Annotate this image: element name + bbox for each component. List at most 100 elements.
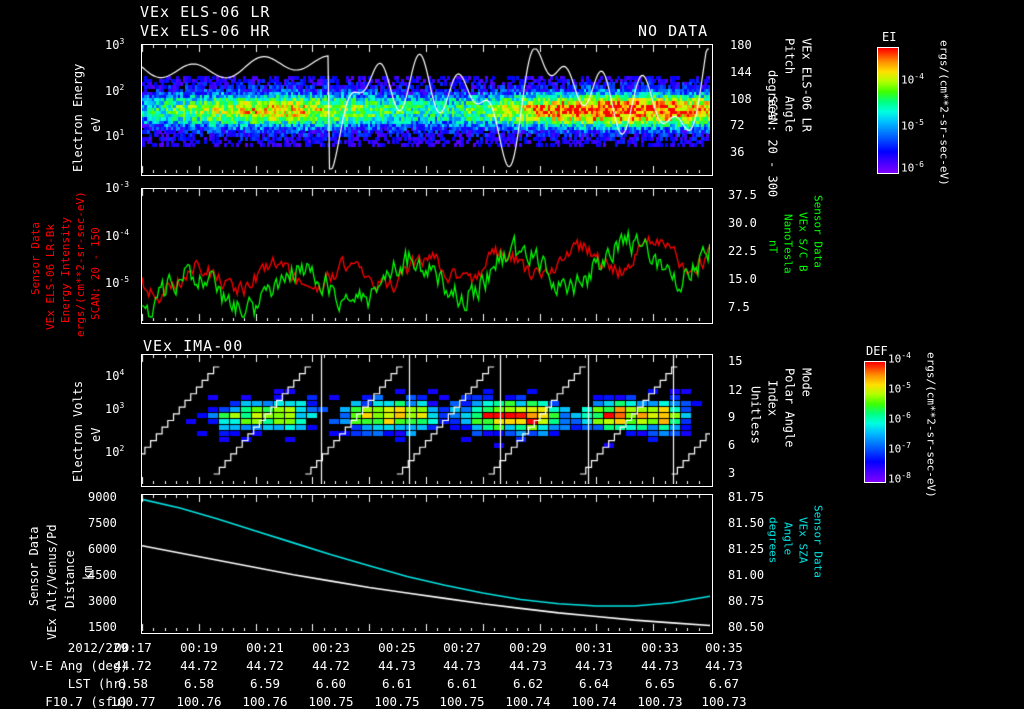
table-cell: 44.73 <box>509 658 547 673</box>
table-cell: 100.73 <box>637 694 683 709</box>
panel3-left-axis-unit: eV <box>89 427 103 442</box>
colorbar1-tick-2: 10-6 <box>901 160 924 175</box>
electron-energy-spectrogram <box>142 45 710 173</box>
panel3-left-axis-label: Electron Volts <box>71 380 85 482</box>
table-cell: 6.60 <box>315 676 347 691</box>
table-cell: 6.64 <box>578 676 610 691</box>
panel2-right-tick-0: 37.5 <box>728 188 757 202</box>
table-cell: 00:25 <box>378 640 416 655</box>
table-cell: 44.73 <box>378 658 416 673</box>
panel1-left-tick-2: 101 <box>105 128 125 143</box>
table-cell: 44.72 <box>312 658 350 673</box>
panel2-right-tick-2: 22.5 <box>728 244 757 258</box>
panel1-nodata-label: NO DATA <box>638 22 709 40</box>
colorbar2-title: DEF <box>866 344 888 358</box>
table-cell: 00:31 <box>575 640 613 655</box>
table-cell: 100.73 <box>701 694 747 709</box>
panel3-right-tick-2: 9 <box>728 410 736 424</box>
table-cell: 44.73 <box>575 658 613 673</box>
panel1-right-label-5: SCAN: 20 - 300 <box>765 96 780 198</box>
table-cell: 100.75 <box>439 694 485 709</box>
panel4-right-tick-3: 81.00 <box>728 568 765 582</box>
panel4-right-label-4: degrees <box>766 517 780 564</box>
table-cell: 6.61 <box>381 676 413 691</box>
panel2-left-tick-2: 10-5 <box>105 275 130 290</box>
colorbar2-tick-4: 10-8 <box>888 471 911 486</box>
panel3-right-tick-0: 15 <box>728 354 743 368</box>
panel3-title: VEx IMA-00 <box>143 337 244 355</box>
panel1-left-axis-label: Electron Energy <box>71 63 85 172</box>
panel1-left-tick-1: 102 <box>105 83 125 98</box>
panel2-right-label-1: Sensor Data <box>811 195 825 268</box>
panel2-left-label-4: ergs/(cm**2-sr-sec-eV) <box>74 191 87 337</box>
panel4-right-tick-4: 80.75 <box>728 594 765 608</box>
panel1-plot-area[interactable] <box>141 44 713 176</box>
panel4-left-tick-3: 4500 <box>88 568 117 582</box>
panel4-left-label-3: Distance <box>63 550 77 608</box>
table-cell: 100.75 <box>374 694 420 709</box>
panel2-left-label-2: VEx ELS-06 LR-Bk <box>44 224 57 330</box>
panel2-left-label-1: Sensor Data <box>29 222 42 295</box>
panel1-right-tick-1: 144 <box>730 65 752 79</box>
panel3-left-tick-0: 104 <box>105 368 125 383</box>
table-cell: 00:33 <box>641 640 679 655</box>
panel4-right-label-2: VEx SZA <box>796 517 810 564</box>
table-cell: 6.58 <box>117 676 149 691</box>
panel3-plot-area[interactable] <box>141 354 713 487</box>
table-cell: 00:19 <box>180 640 218 655</box>
table-cell: 6.62 <box>512 676 544 691</box>
panel2-plot-area[interactable] <box>141 188 713 324</box>
table-cell: 00:21 <box>246 640 284 655</box>
colorbar2-tick-1: 10-5 <box>888 381 911 396</box>
table-cell: 00:27 <box>443 640 481 655</box>
panel1-right-tick-0: 180 <box>730 38 752 52</box>
table-cell: 00:29 <box>509 640 547 655</box>
panel2-right-tick-4: 7.5 <box>728 300 750 314</box>
panel3-left-tick-2: 102 <box>105 444 125 459</box>
table-cell: 100.76 <box>242 694 288 709</box>
colorbar1-tick-1: 10-5 <box>901 118 924 133</box>
panel3-right-label-1: Mode <box>799 368 814 397</box>
panel1-title-hr: VEx ELS-06 HR <box>140 22 271 40</box>
table-cell: 44.72 <box>246 658 284 673</box>
panel3-right-tick-3: 6 <box>728 438 736 452</box>
table-row-label-2: LST (hr) <box>67 676 128 691</box>
table-cell: 00:17 <box>114 640 152 655</box>
table-row-label-3: F10.7 (sfu) <box>45 694 128 709</box>
table-cell: 100.76 <box>176 694 222 709</box>
panel4-right-tick-1: 81.50 <box>728 516 765 530</box>
panel1-title-lr: VEx ELS-06 LR <box>140 3 271 21</box>
ion-spectrogram <box>142 355 710 484</box>
table-cell: 44.73 <box>641 658 679 673</box>
panel3-right-label-2: Polar Angle <box>782 368 797 448</box>
panel4-right-tick-0: 81.75 <box>728 490 765 504</box>
colorbar1-title: EI <box>882 30 897 44</box>
panel3-right-label-3: Index <box>765 380 780 417</box>
colorbar1-unit-label: ergs/(cm**2-sr-sec-eV) <box>937 40 951 186</box>
table-cell: 44.72 <box>180 658 218 673</box>
panel4-left-label-2: VEx Alt/Venus/Pd <box>45 524 59 640</box>
table-cell: 6.61 <box>446 676 478 691</box>
panel3-left-tick-1: 103 <box>105 401 125 416</box>
panel2-right-tick-1: 30.0 <box>728 216 757 230</box>
panel3-right-label-4: Unitless <box>748 386 763 444</box>
panel3-right-tick-1: 12 <box>728 383 743 397</box>
panel4-plot-area[interactable] <box>141 494 713 634</box>
panel1-right-tick-3: 72 <box>730 118 745 132</box>
panel4-left-tick-5: 1500 <box>88 620 117 634</box>
table-cell: 44.73 <box>705 658 743 673</box>
panel1-right-label-1: Pitch <box>782 38 797 75</box>
panel3-right-tick-4: 3 <box>728 466 736 480</box>
panel2-left-tick-0: 10-3 <box>105 180 130 195</box>
panel4-right-label-3: Angle <box>781 522 795 556</box>
panel2-left-label-3: Energy Intensity <box>59 217 72 323</box>
bottom-parameter-table: 2012/229 00:17 00:19 00:21 00:23 00:25 00:27 00… <box>0 640 746 709</box>
panel1-left-axis-unit: eV <box>89 117 103 132</box>
colorbar2-tick-2: 10-6 <box>888 411 911 426</box>
panel1-right-tick-4: 36 <box>730 145 745 159</box>
colorbar2-gradient <box>864 361 886 483</box>
energy-intensity-bfield-traces <box>142 189 710 321</box>
panel4-left-tick-2: 6000 <box>88 542 117 556</box>
table-row-label-0: 2012/229 <box>67 640 128 655</box>
table-row-label-1: V-E Ang (deg) <box>30 658 128 673</box>
